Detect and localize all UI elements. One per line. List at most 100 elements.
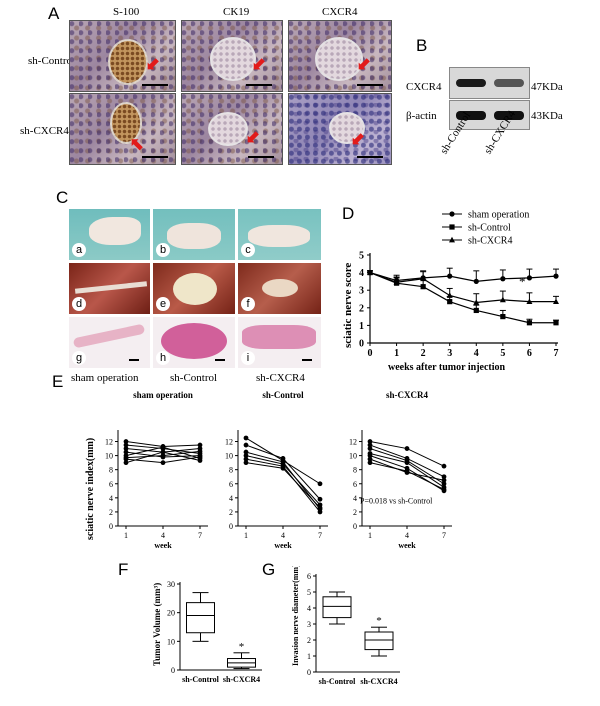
ihc-image-s100-cxcr4: ⬉ bbox=[69, 93, 176, 165]
ihc-image-cxcr4-cxcr4: ⬋ bbox=[288, 93, 392, 165]
chart-e-ytick-label: 8 bbox=[353, 466, 357, 475]
chart-d-legend-marker bbox=[449, 236, 455, 243]
photo-e-tumor: e bbox=[153, 263, 235, 314]
chart-e-ytick-label: 8 bbox=[109, 466, 113, 475]
red-arrow-icon: ⬋ bbox=[146, 53, 162, 74]
chart-e-point bbox=[160, 460, 166, 466]
chart-e-point bbox=[317, 509, 323, 515]
chart-d-legend: sham operation sh-Control sh-CXCR4 bbox=[442, 210, 529, 247]
chart-f-star: * bbox=[239, 641, 245, 653]
chart-d-point bbox=[553, 273, 559, 279]
chart-e-point bbox=[404, 446, 410, 451]
sublabel-h: h bbox=[156, 351, 170, 365]
chart-e-point bbox=[367, 439, 373, 444]
panel-label-g: G bbox=[262, 560, 276, 579]
chart-d-point bbox=[526, 320, 533, 326]
chart-e-xtick-label: 4 bbox=[161, 531, 165, 540]
chart-d-legend-label: sh-CXCR4 bbox=[468, 236, 512, 247]
chart-e-point bbox=[441, 477, 447, 483]
sublabel-d: d bbox=[72, 297, 86, 311]
chart-f-box bbox=[186, 602, 215, 634]
chart-e-ytick-label: 6 bbox=[109, 480, 113, 489]
chart-e-ytick-label: 10 bbox=[349, 452, 357, 461]
chart-e-point bbox=[123, 449, 129, 455]
chart-e-point bbox=[317, 505, 323, 511]
chart-d-point bbox=[473, 278, 479, 284]
chart-g-ytick-label: 6 bbox=[307, 572, 311, 581]
row-label-sh-control: sh-Control bbox=[28, 55, 76, 67]
chart-d-ytick-label: 3 bbox=[359, 286, 364, 297]
chart-d-point bbox=[526, 298, 533, 305]
chart-e-point bbox=[243, 442, 249, 448]
chart-e-point bbox=[441, 474, 447, 480]
chart-g-box bbox=[364, 631, 394, 651]
chart-e-point bbox=[123, 439, 129, 444]
panel-label-b: B bbox=[416, 36, 428, 55]
red-arrow-icon: ⬋ bbox=[351, 128, 367, 149]
ihc-image-ck19-cxcr4: ⬋ bbox=[181, 93, 283, 165]
chart-g-box bbox=[322, 596, 352, 619]
chart-g-ylabel: Invasion nerve diameter(mm) bbox=[291, 566, 300, 666]
col-header-s100: S-100 bbox=[113, 6, 140, 18]
chart-e-ytick-label: 4 bbox=[109, 494, 113, 503]
chart-e-ytick-label: 0 bbox=[353, 522, 357, 531]
chart-e-point bbox=[243, 449, 249, 455]
chart-e-point bbox=[404, 468, 410, 474]
sublabel-e: e bbox=[156, 297, 170, 311]
chart-e-point bbox=[367, 453, 373, 458]
chart-e-ytick-label: 6 bbox=[229, 480, 233, 489]
chart-e-subplot-title: sham operation bbox=[133, 390, 193, 400]
chart-d-legend-marker bbox=[449, 211, 455, 217]
chart-g: 0 1 2 3 4 5 6 sh-Control sh-CXCR4 * Invasion nerv… bbox=[291, 566, 400, 686]
photo-b-limb: b bbox=[153, 209, 235, 260]
chart-e-point bbox=[367, 456, 373, 462]
chart-e-point bbox=[441, 486, 447, 492]
chart-e-xlabel: week bbox=[398, 541, 416, 550]
chart-d-xtick-label: 2 bbox=[421, 348, 426, 359]
chart-e-point bbox=[160, 444, 166, 450]
chart-e-point bbox=[243, 460, 249, 466]
chart-e-point bbox=[243, 453, 249, 458]
chart-e-point bbox=[317, 496, 323, 502]
col-header-cxcr4: CXCR4 bbox=[322, 6, 358, 18]
chart-e-xtick-label: 7 bbox=[318, 531, 322, 540]
chart-e-ytick-label: 2 bbox=[353, 508, 357, 517]
chart-d-point bbox=[393, 279, 400, 285]
chart-e-point bbox=[367, 442, 373, 448]
chart-f-ytick-label: 10 bbox=[167, 637, 175, 646]
chart-e-point bbox=[160, 453, 166, 458]
chart-d-point bbox=[447, 273, 453, 279]
chart-d-xlabel: weeks after tumor injection bbox=[388, 362, 506, 373]
chart-f-ytick-label: 30 bbox=[167, 580, 175, 589]
chart-d-ytick-label: 0 bbox=[359, 339, 364, 350]
chart-e-point bbox=[367, 446, 373, 451]
chart-e-point bbox=[280, 456, 286, 461]
panel-label-f: F bbox=[118, 560, 129, 579]
caption-sham-operation: sham operation bbox=[71, 372, 139, 384]
photo-h-histology: h bbox=[153, 317, 235, 368]
chart-d-legend-label: sh-Control bbox=[468, 223, 511, 234]
chart-e-point bbox=[197, 458, 203, 463]
chart-d-point bbox=[447, 299, 453, 305]
chart-d-ytick-label: 2 bbox=[359, 303, 364, 314]
sublabel-a: a bbox=[72, 243, 86, 257]
chart-d-xtick-label: 4 bbox=[474, 348, 479, 359]
chart-e-xtick-label: 4 bbox=[281, 531, 285, 540]
chart-e-ytick-label: 10 bbox=[225, 452, 233, 461]
chart-e-ytick-label: 2 bbox=[229, 508, 233, 517]
sublabel-b: b bbox=[156, 243, 170, 257]
chart-e-ytick-label: 8 bbox=[229, 466, 233, 475]
chart-e-subplot-title: sh-Control bbox=[262, 390, 304, 400]
chart-e-subplot-title: sh-CXCR4 bbox=[386, 390, 429, 400]
chart-d-xtick-label: 6 bbox=[527, 348, 532, 359]
chart-e-ylabel: sciatic nerve index(mm) bbox=[85, 438, 96, 540]
chart-d-point bbox=[420, 284, 426, 290]
panel-label-c: C bbox=[56, 188, 69, 207]
chart-e-xtick-label: 4 bbox=[405, 531, 409, 540]
red-arrow-icon: ⬋ bbox=[252, 53, 268, 74]
chart-e-ytick-label: 0 bbox=[229, 522, 233, 531]
chart-e-xtick-label: 1 bbox=[244, 531, 248, 540]
chart-e-line bbox=[245, 444, 321, 500]
chart-e-point bbox=[441, 463, 447, 469]
chart-g-ytick-label: 0 bbox=[307, 668, 311, 677]
